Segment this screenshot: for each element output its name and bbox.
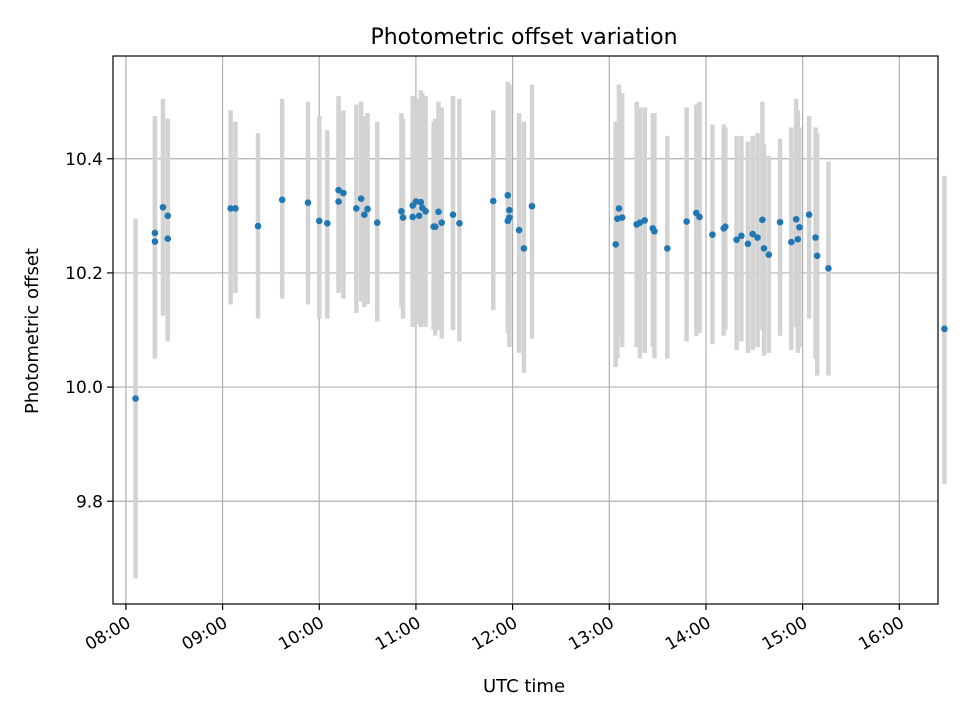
- plot-frame: [112, 55, 939, 605]
- x-tick-label: 10:00: [275, 613, 327, 655]
- data-point: [409, 213, 417, 221]
- data-point: [615, 205, 623, 212]
- data-point: [254, 222, 262, 230]
- data-points: [132, 186, 948, 402]
- data-point: [431, 223, 439, 230]
- data-point: [417, 198, 425, 206]
- data-point: [456, 219, 463, 227]
- data-point: [765, 251, 773, 258]
- x-tick-label: 14:00: [662, 613, 714, 655]
- x-tick-label: 09:00: [179, 613, 231, 655]
- y-tick-label: 10.0: [65, 378, 103, 398]
- y-tick-label: 10.4: [65, 150, 103, 170]
- data-point: [304, 199, 312, 207]
- data-point: [696, 213, 703, 221]
- chart-title: Photometric offset variation: [370, 25, 677, 50]
- data-point: [794, 235, 802, 243]
- data-point: [612, 241, 620, 248]
- data-point: [506, 206, 513, 214]
- data-point: [335, 186, 342, 194]
- data-point: [398, 207, 405, 215]
- data-point: [415, 212, 423, 220]
- data-point: [709, 231, 716, 238]
- data-point: [683, 218, 690, 225]
- data-point: [749, 230, 756, 238]
- data-point: [151, 229, 159, 237]
- data-point: [515, 226, 523, 234]
- data-point: [941, 325, 948, 333]
- data-point: [361, 211, 368, 218]
- data-point: [159, 203, 167, 211]
- data-point: [164, 235, 172, 242]
- x-axis: 08:00 09:00 10:00 11:00 12:00 13:00 14:00 15:00…: [82, 604, 908, 655]
- x-tick-label: 12:00: [469, 613, 521, 655]
- data-point: [335, 198, 342, 205]
- data-point: [232, 205, 239, 212]
- x-axis-label: UTC time: [483, 676, 565, 697]
- x-tick-label: 15:00: [759, 613, 811, 655]
- data-point: [373, 219, 381, 226]
- data-point: [754, 234, 761, 241]
- error-bars: [133, 81, 947, 579]
- data-point: [315, 217, 323, 225]
- data-point: [528, 202, 536, 210]
- data-point: [744, 240, 752, 248]
- data-point: [364, 205, 371, 213]
- data-point: [641, 217, 649, 224]
- data-point: [353, 205, 360, 212]
- data-point: [722, 223, 729, 230]
- x-tick-label: 13:00: [565, 613, 617, 655]
- data-point: [357, 195, 365, 203]
- data-point: [412, 198, 420, 205]
- data-point: [805, 211, 813, 218]
- x-tick-label: 08:00: [82, 613, 134, 655]
- x-tick-label: 11:00: [372, 613, 424, 655]
- y-tick-label: 9.8: [76, 492, 103, 512]
- data-point: [435, 208, 442, 216]
- y-tick-label: 10.2: [65, 264, 103, 284]
- data-point: [812, 234, 819, 241]
- data-point: [164, 212, 172, 220]
- data-point: [733, 236, 740, 244]
- data-point: [825, 265, 832, 272]
- data-point: [776, 218, 784, 226]
- data-point: [399, 214, 407, 221]
- y-axis-label: Photometric offset: [22, 248, 43, 414]
- data-point: [449, 211, 457, 218]
- data-point: [151, 238, 159, 245]
- data-point: [760, 245, 768, 252]
- y-axis: 9.8 10.0 10.2 10.4: [65, 150, 113, 512]
- data-point: [520, 245, 528, 252]
- data-point: [618, 214, 626, 221]
- data-point: [489, 197, 497, 205]
- data-point: [651, 227, 658, 235]
- data-point: [788, 238, 795, 246]
- data-point: [132, 395, 139, 402]
- data-point: [792, 215, 800, 223]
- data-point: [663, 245, 671, 252]
- data-point: [813, 252, 821, 260]
- x-tick-label: 16:00: [855, 613, 907, 655]
- data-point: [738, 232, 745, 240]
- data-point: [324, 219, 331, 227]
- data-point: [278, 196, 286, 204]
- data-point: [759, 216, 766, 224]
- data-point: [506, 214, 513, 221]
- data-point: [796, 223, 803, 231]
- data-point: [227, 205, 234, 212]
- data-point: [422, 207, 429, 215]
- data-point: [438, 219, 446, 226]
- data-point: [340, 189, 347, 197]
- data-point: [504, 191, 512, 199]
